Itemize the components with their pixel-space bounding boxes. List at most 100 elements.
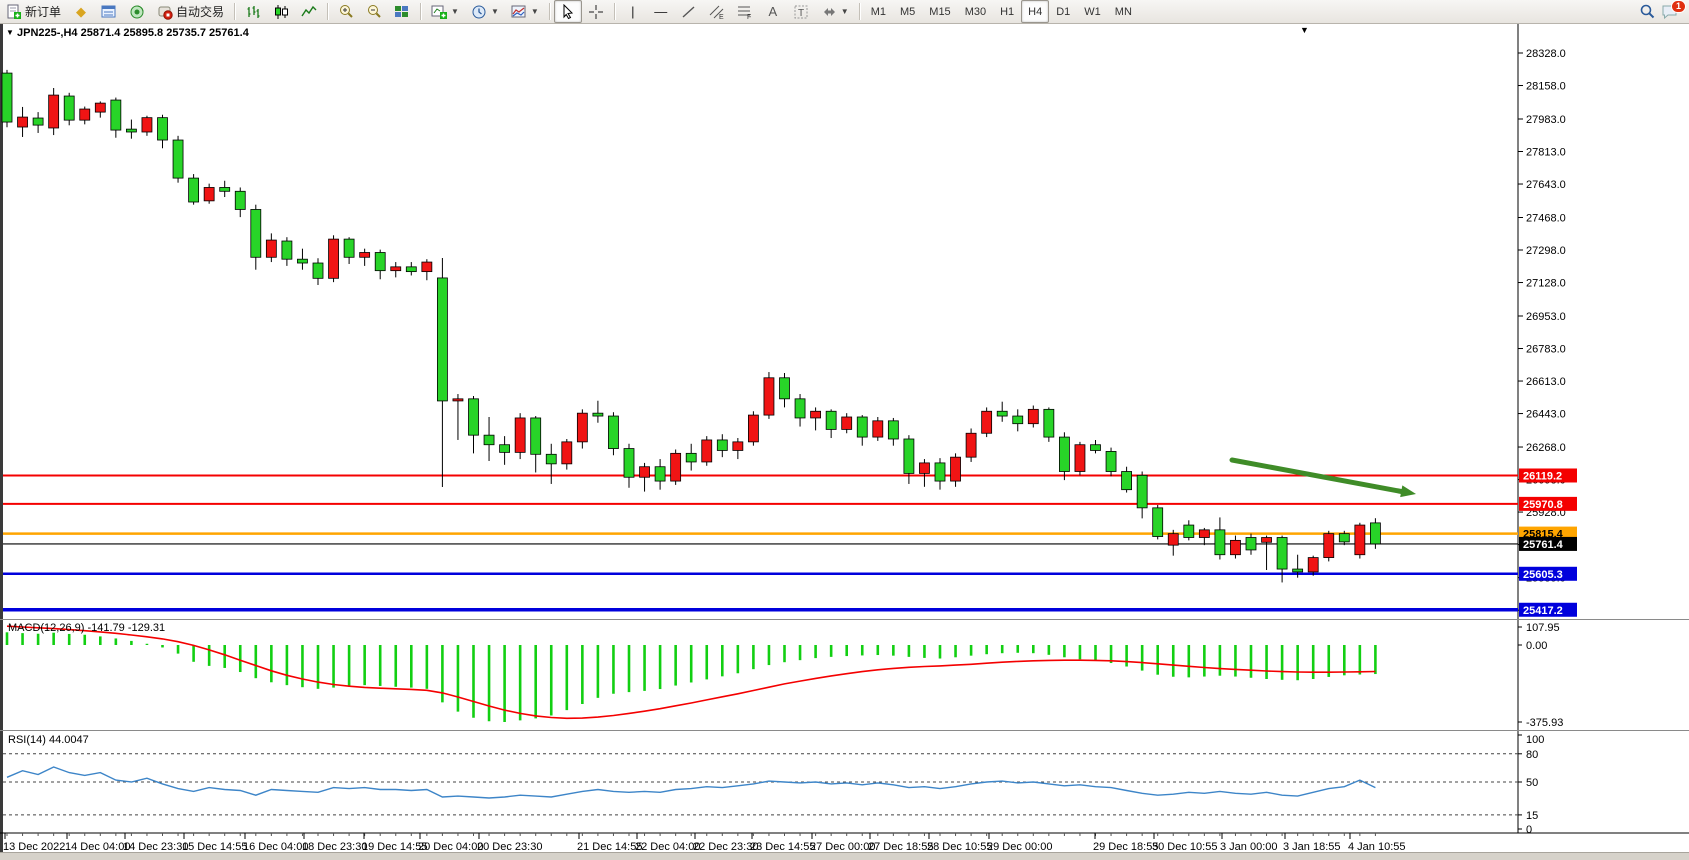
new-chart-icon: [431, 4, 448, 20]
line-chart-button[interactable]: [295, 0, 323, 23]
timeframe-button-m15[interactable]: M15: [929, 5, 951, 18]
candle-37: [576, 412, 588, 443]
candle-10: [157, 117, 168, 141]
svg-text:30 Dec 10:55: 30 Dec 10:55: [1152, 841, 1217, 853]
price-tags: 26119.225970.825815.425761.425605.325417…: [1519, 468, 1577, 617]
autotrading-label: 自动交易: [176, 5, 225, 19]
horizontal-line-button[interactable]: —: [647, 0, 675, 23]
zoom-out-button[interactable]: [360, 0, 388, 23]
svg-text:27298.0: 27298.0: [1526, 245, 1566, 257]
trend-arrow-annotation[interactable]: [1229, 457, 1416, 498]
candle-53: [825, 410, 837, 430]
svg-text:25417.2: 25417.2: [1523, 605, 1563, 617]
zoom-in-button[interactable]: [332, 0, 360, 23]
svg-text:20 Dec 23:30: 20 Dec 23:30: [477, 841, 542, 853]
svg-text:27813.0: 27813.0: [1526, 147, 1566, 159]
macd-signal-line: [6, 625, 1376, 720]
cursor-button[interactable]: [553, 0, 582, 23]
timeframe-group: M1 M5 M15 M30 H1 H4 D1 W1 MN: [864, 0, 1139, 23]
signals-button[interactable]: [123, 0, 151, 23]
candle-70: [1090, 444, 1101, 451]
candle-8: [126, 128, 137, 133]
equidistant-channel-button[interactable]: E: [703, 0, 731, 23]
notification-badge: 1: [1670, 0, 1686, 13]
candle-76: [1183, 524, 1195, 538]
new-order-button[interactable]: 新订单: [0, 0, 67, 23]
candle-47: [732, 441, 744, 451]
chart-window[interactable]: ▼ JPN225-,H4 25871.4 25895.8 25735.7 257…: [0, 24, 1689, 860]
svg-text:26443.0: 26443.0: [1526, 409, 1566, 421]
text-icon: A: [768, 3, 778, 19]
candle-38: [592, 412, 604, 417]
separator: [548, 3, 550, 20]
candlestick-chart-button[interactable]: [267, 0, 295, 23]
chat-icon[interactable]: 1: [1661, 0, 1686, 20]
text-label-button[interactable]: T: [787, 0, 815, 23]
timeframe-button-m5[interactable]: M5: [900, 5, 916, 18]
candle-42: [654, 466, 666, 482]
candle-79: [1230, 539, 1241, 556]
candle-64: [996, 410, 1008, 417]
bar-chart-button[interactable]: [239, 0, 267, 23]
macd-pane[interactable]: MACD(12,26,9) -141.79 -129.31: [5, 622, 1377, 722]
vertical-line-button[interactable]: |: [619, 0, 647, 23]
candle-88: [1370, 522, 1381, 545]
timeframe-button-m30[interactable]: M30: [964, 5, 987, 18]
signals-icon: [129, 4, 145, 20]
fibonacci-button[interactable]: F: [731, 0, 759, 23]
timeframe-button-w1[interactable]: W1: [1084, 5, 1101, 18]
candle-44: [685, 452, 697, 463]
dropdown-caret: ▼: [451, 7, 459, 16]
svg-text:26953.0: 26953.0: [1526, 311, 1566, 323]
macd-axis: 107.95 0.00 -375.93: [1518, 622, 1563, 729]
status-bar: [0, 852, 1689, 860]
svg-text:22 Dec 23:30: 22 Dec 23:30: [693, 841, 758, 853]
trendline-button[interactable]: [675, 0, 703, 23]
indicators-button[interactable]: ▼: [505, 0, 545, 23]
search-icon[interactable]: [1639, 4, 1655, 20]
autotrading-button[interactable]: 自动交易: [151, 0, 230, 23]
shapes-arrows-icon: [821, 4, 837, 20]
candle-57: [887, 420, 899, 440]
candle-22: [343, 238, 355, 258]
candle-3: [48, 94, 60, 129]
timeframe-button-m1[interactable]: M1: [870, 5, 886, 18]
svg-text:26119.2: 26119.2: [1523, 470, 1562, 482]
new-chart-button[interactable]: ▼: [425, 0, 465, 23]
separator: [858, 3, 860, 20]
svg-text:0.00: 0.00: [1526, 640, 1547, 652]
new-order-icon: [6, 4, 22, 20]
timeframe-button-d1[interactable]: D1: [1056, 5, 1071, 18]
svg-text:16 Dec 04:00: 16 Dec 04:00: [243, 841, 308, 853]
timeframe-button-h1[interactable]: H1: [1000, 5, 1015, 18]
profiles-button[interactable]: ▼: [465, 0, 505, 23]
candle-52: [810, 410, 821, 419]
candle-5: [79, 108, 91, 121]
rsi-pane[interactable]: RSI(14) 44.0047: [3, 734, 1518, 816]
svg-text:18 Dec 23:30: 18 Dec 23:30: [302, 841, 367, 853]
shapes-button[interactable]: ▼: [815, 0, 855, 23]
svg-text:28158.0: 28158.0: [1526, 81, 1566, 93]
candle-29: [452, 398, 464, 402]
candle-18: [281, 240, 293, 260]
autoscroll-marker[interactable]: ▼: [1300, 25, 1309, 35]
candle-26: [405, 266, 417, 273]
candle-35: [545, 453, 557, 465]
metaquotes-button[interactable]: ◆: [67, 0, 95, 23]
chart-canvas[interactable]: 28328.0 28158.0 27983.0 27813.0 27643.0 27468…: [0, 24, 1689, 860]
horizontal-lines[interactable]: [3, 474, 1518, 612]
crosshair-button[interactable]: [582, 0, 610, 23]
tile-windows-button[interactable]: [388, 0, 416, 23]
timeframe-button-mn[interactable]: MN: [1114, 5, 1132, 18]
vertical-line-icon: |: [631, 3, 635, 19]
svg-text:26613.0: 26613.0: [1526, 376, 1566, 388]
svg-text:28 Dec 10:55: 28 Dec 10:55: [927, 841, 992, 853]
market-watch-button[interactable]: [95, 0, 123, 23]
text-button[interactable]: A: [759, 0, 787, 23]
candle-63: [981, 410, 993, 434]
tile-windows-icon: [394, 4, 410, 20]
timeframe-button-h4[interactable]: H4: [1021, 0, 1050, 23]
clock-icon: [471, 4, 487, 20]
svg-text:21 Dec 14:55: 21 Dec 14:55: [577, 841, 642, 853]
